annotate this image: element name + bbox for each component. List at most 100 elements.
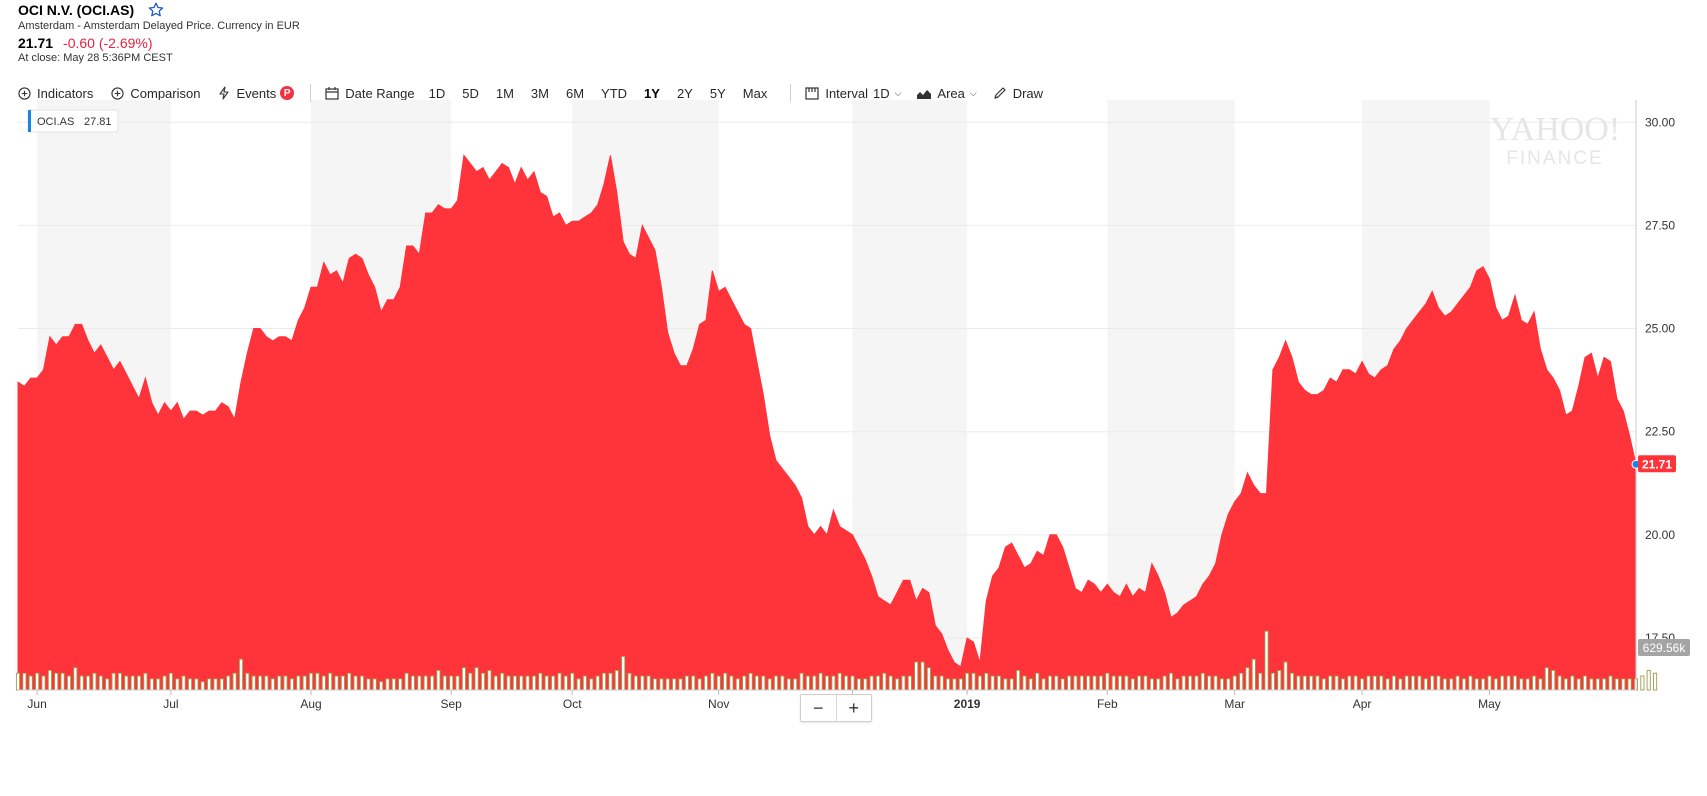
chart-type-button[interactable]: Area ⌵ [917,83,977,103]
volume-bar [1296,675,1301,691]
volume-bar [812,675,817,691]
volume-bar [315,672,320,691]
volume-bar [35,672,40,691]
volume-bar [1207,675,1212,691]
volume-bar [748,672,753,691]
volume-bar [984,672,989,691]
volume-bar [818,672,823,691]
volume-bar [1073,675,1078,691]
legend-symbol: OCI.AS [37,116,74,128]
range-max[interactable]: Max [742,85,768,101]
volume-bar [1442,678,1447,691]
volume-bar [194,678,199,691]
y-tick-label: 20.00 [1645,528,1675,542]
volume-bar [786,678,791,691]
y-tick-label: 30.00 [1645,115,1675,129]
volume-bar [1289,672,1295,691]
range-3m[interactable]: 3M [530,85,549,101]
volume-bar [1455,675,1460,691]
volume-bar [41,675,46,691]
volume-bar [1035,672,1040,691]
zoom-in-button[interactable]: + [848,697,859,718]
volume-bar [1302,675,1307,691]
volume-bar [633,675,638,691]
volume-bar [1653,672,1658,691]
range-5d[interactable]: 5D [462,85,479,101]
zoom-out-button[interactable]: − [801,695,837,721]
comparison-button[interactable]: Comparison [111,83,200,103]
volume-bar [684,675,689,691]
volume-bar [1124,675,1129,691]
interval-button[interactable]: Interval 1D ⌵ [805,83,901,103]
star-icon[interactable] [148,2,164,18]
x-tick-label: Jun [27,697,46,711]
volume-bar [1481,678,1486,691]
volume-bar [1022,675,1027,691]
volume-bar [1621,678,1626,691]
volume-bar [379,681,384,691]
legend-value: 27.81 [84,116,112,128]
volume-bar [1156,678,1161,691]
volume-bar [824,675,830,691]
volume-bar [251,675,256,691]
chevron-down-icon: ⌵ [969,87,977,98]
range-1m[interactable]: 1M [495,85,514,101]
volume-bar [200,681,205,691]
x-axis-ticks: JunJulAugSepOctNovDec2019FebMarAprMay [27,690,1501,711]
x-tick-label: Feb [1097,697,1118,711]
volume-bar [767,678,772,691]
volume-bar [907,675,912,691]
volume-bar [773,675,779,691]
volume-bar [1047,675,1053,691]
close-time: At close: May 28 5:36PM CEST [18,52,173,64]
volume-bar [914,661,919,691]
legend-tag[interactable]: OCI.AS 27.81 [27,109,119,133]
volume-bar [1487,675,1492,691]
volume-bar [1602,678,1607,691]
volume-bar [1117,675,1123,691]
volume-bar [1366,675,1371,691]
date-range-button[interactable]: Date Range [325,83,415,103]
volume-bar [1315,675,1320,691]
volume-bar [1570,675,1575,691]
volume-bar [926,667,931,691]
range-2y[interactable]: 2Y [676,85,693,101]
volume-bar [570,672,575,691]
volume-bar [551,675,556,691]
chevron-down-icon: ⌵ [894,87,902,98]
volume-bar [1168,672,1174,691]
volume-bar [1245,667,1250,691]
volume-bar [716,675,721,691]
y-tick-label: 25.00 [1645,322,1675,336]
volume-bar [595,675,600,691]
volume-bar [105,678,110,691]
chart-type-label: Area [937,85,965,101]
range-1d[interactable]: 1D [428,85,446,101]
volume-bar [1079,675,1084,691]
volume-bar [1041,678,1046,691]
indicators-button[interactable]: Indicators [18,83,93,103]
draw-button[interactable]: Draw [993,83,1043,103]
volume-bar [219,678,224,691]
volume-bar [729,675,734,691]
events-button[interactable]: Events P [218,83,295,103]
volume-bar [302,675,307,691]
volume-bar [86,675,91,691]
volume-bar [1640,675,1645,691]
volume-bar [461,667,466,691]
volume-bar [436,669,441,691]
last-price-label: 21.71 [1642,457,1672,471]
volume-bar [563,675,568,691]
volume-bar [1385,678,1390,691]
volume-bar [156,678,161,691]
volume-bar [621,655,626,691]
y-tick-label: 22.50 [1645,425,1675,439]
volume-bar [933,675,938,691]
price-chart[interactable]: YAHOO! FINANCE 30.00 27.50 25.00 22.50 20.00… [0,100,1707,790]
volume-bar [168,672,173,691]
range-ytd[interactable]: YTD [601,85,628,101]
range-6m[interactable]: 6M [565,85,585,101]
volume-bar [162,675,167,691]
range-5y[interactable]: 5Y [709,85,726,101]
volume-bar [1213,675,1218,691]
